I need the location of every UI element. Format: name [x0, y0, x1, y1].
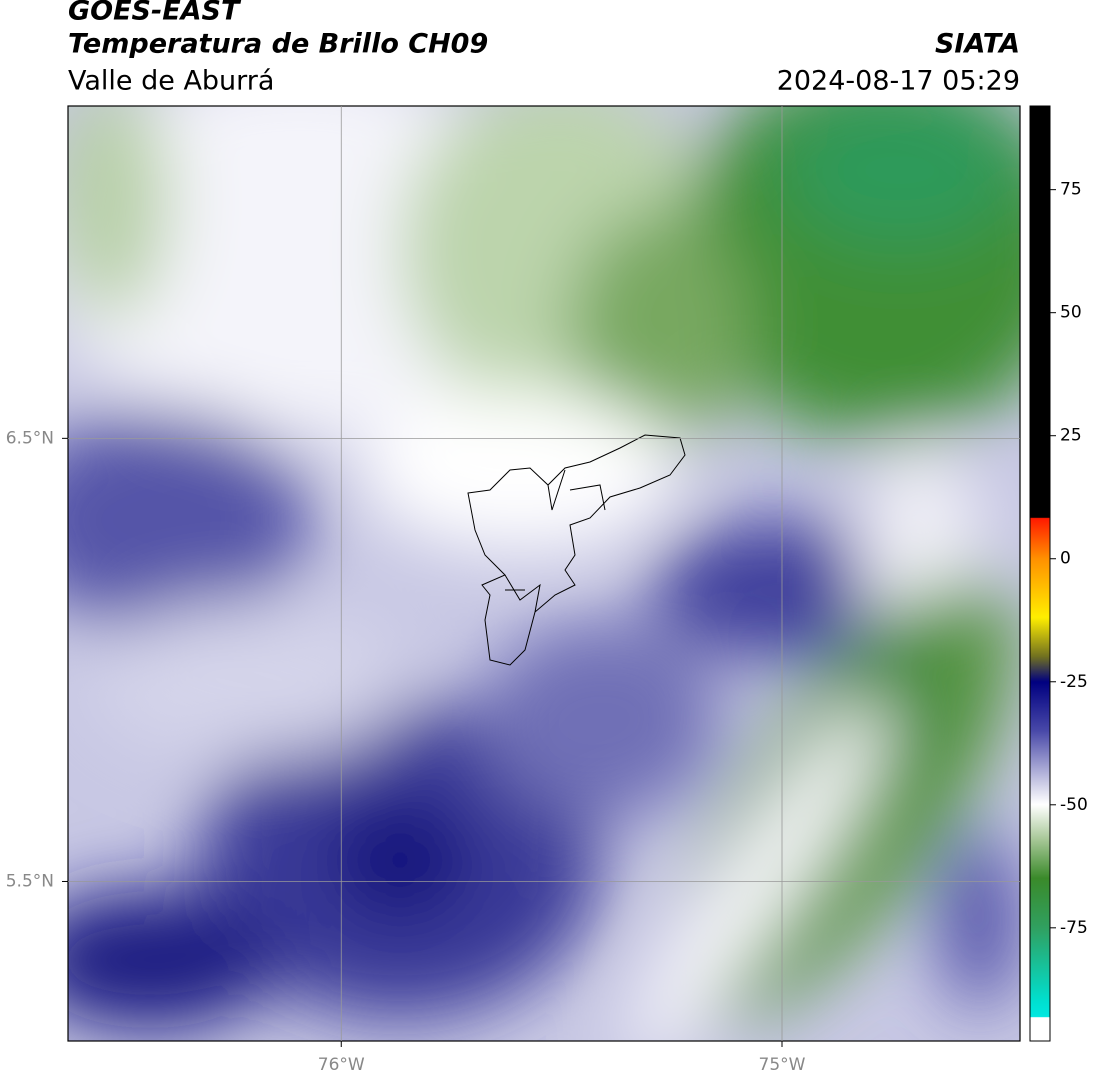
source: SIATA: [935, 29, 1020, 60]
colorbar-label: 75: [1060, 180, 1082, 200]
colorbar-label: -25: [1060, 672, 1088, 692]
datetime: 2024-08-17 05:29: [777, 66, 1020, 97]
colorbar-label: -75: [1060, 918, 1088, 938]
map-frame: [67, 105, 1021, 1042]
colorbar: [1029, 105, 1051, 1042]
lon-label: 75°W: [759, 1055, 806, 1075]
satellite: GOES-EAST: [68, 0, 242, 27]
lat-label: 5.5°N: [6, 871, 54, 891]
colorbar-label: -50: [1060, 795, 1088, 815]
region: Valle de Aburrá: [68, 66, 274, 97]
colorbar-label: 0: [1060, 549, 1071, 569]
lat-label: 6.5°N: [6, 428, 54, 448]
colorbar-label: 50: [1060, 303, 1082, 323]
lon-label: 76°W: [318, 1055, 365, 1075]
title: Temperatura de Brillo CH09: [68, 29, 488, 60]
colorbar-label: 25: [1060, 426, 1082, 446]
municipal-boundaries: [467, 434, 686, 666]
temperature-field: [68, 106, 1020, 1041]
